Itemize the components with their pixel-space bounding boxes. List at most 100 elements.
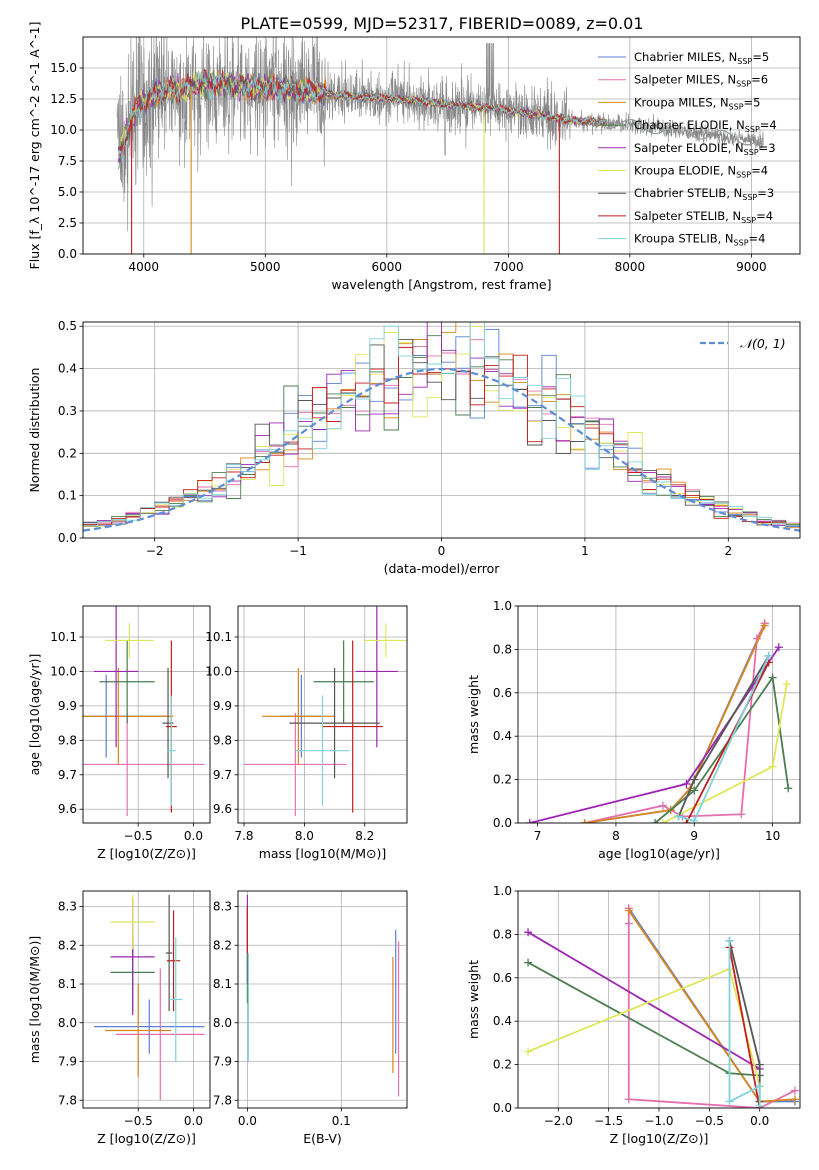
axes-frame: [82, 605, 211, 824]
x-tick-label: −2.0: [544, 1114, 573, 1128]
y-tick-label: 9.6: [213, 802, 232, 816]
weight-marker: [624, 906, 633, 915]
y-tick-label: 7.8: [58, 1093, 77, 1107]
plot-area: [83, 891, 210, 1108]
weight-marker: [658, 801, 667, 810]
y-tick-label: 9.7: [213, 768, 232, 782]
error-bar-point: [322, 640, 383, 813]
legend-count: =6: [751, 73, 768, 87]
x-tick-label: 4000: [128, 260, 159, 274]
figure-title: PLATE=0599, MJD=52317, FIBERID=0089, z=0…: [240, 14, 643, 33]
x-tick-label: −0.5: [124, 1114, 153, 1128]
y-tick-label: 0.8: [493, 642, 512, 656]
y-tick-label: 9.7: [58, 768, 77, 782]
legend-label: Salpeter ELODIE, NSSP=3: [634, 141, 776, 157]
error-bar-point: [83, 668, 174, 765]
error-bar-point: [244, 712, 347, 817]
y-tick-label: 0.0: [493, 816, 512, 830]
legend-subscript: SSP: [745, 125, 760, 134]
legend-count: =4: [751, 164, 768, 178]
x-axis-label: mass [log10(M/M⊙)]: [259, 846, 387, 861]
axes: 0.0 0.1 7.8 7.9 8.0 8.1 8.2 8.3: [213, 900, 351, 1129]
legend-label: Kroupa STELIB, NSSP=4: [634, 232, 765, 248]
residual-legend: 𝒩(0, 1): [700, 336, 786, 351]
panel-weight-vs-age: 7 8 9 10 0.0 0.2 0.4 0.6 0.8 1.0 age [log10(age/yr…: [466, 599, 801, 861]
weight-marker: [674, 812, 683, 821]
panel-age-vs-mass: 7.8 8.0 8.2 9.6 9.7 9.8 9.9 10.0 10.1 mass [log10…: [205, 605, 408, 861]
legend-count: =4: [749, 232, 766, 246]
error-bar-point: [165, 894, 173, 1012]
axes: −0.5 0.0 9.6 9.7 9.8 9.9 10.0 10.1: [50, 630, 203, 843]
weight-marker: [580, 819, 589, 823]
y-tick-label: 0.2: [493, 773, 512, 787]
x-tick-label: 0.0: [184, 1114, 203, 1128]
y-tick-label: 0.2: [493, 1058, 512, 1072]
legend-subscript: SSP: [734, 239, 749, 248]
y-tick-label: 0.1: [58, 489, 77, 503]
y-tick-label: 8.2: [213, 938, 232, 952]
y-tick-label: 8.3: [58, 900, 77, 914]
y-tick-label: 8.1: [213, 977, 232, 991]
weight-marker: [525, 819, 534, 823]
axes-frame: [517, 890, 801, 1109]
axes-frame: [517, 605, 801, 824]
legend-label: Chabrier ELODIE, NSSP=4: [634, 118, 777, 134]
legend-subscript: SSP: [736, 80, 751, 89]
weight-marker: [651, 819, 660, 823]
weight-marker: [690, 786, 699, 795]
y-tick-label: 0.4: [493, 1014, 512, 1028]
y-tick-label: 1.0: [493, 599, 512, 613]
y-tick-label: 0.0: [493, 1101, 512, 1115]
y-tick-label: 9.8: [213, 733, 232, 747]
y-tick-label: 7.9: [58, 1055, 77, 1069]
legend-count: =4: [756, 209, 773, 223]
axes-frame: [82, 36, 801, 255]
y-tick-label: 10.1: [50, 630, 77, 644]
y-tick-label: 0.0: [58, 247, 77, 261]
weight-marker: [624, 1095, 633, 1104]
error-bar-point: [105, 623, 154, 658]
error-bar-point: [99, 640, 155, 724]
x-tick-label: 8000: [615, 260, 646, 274]
x-tick-label: 8: [612, 829, 620, 843]
y-axis-label: mass weight: [466, 960, 481, 1039]
x-tick-label: 10: [765, 829, 780, 843]
y-tick-label: 7.8: [213, 1093, 232, 1107]
plot-area: [83, 37, 800, 254]
weight-series-line: [685, 661, 770, 823]
y-tick-label: 7.9: [213, 1055, 232, 1069]
x-axis-label: E(B-V): [303, 1131, 342, 1146]
x-tick-label: −1: [289, 544, 307, 558]
y-tick-label: 9.9: [213, 699, 232, 713]
weight-series-line: [728, 947, 761, 1108]
legend-label: Salpeter STELIB, NSSP=4: [634, 209, 773, 225]
weight-series-line: [627, 908, 796, 1108]
x-axis-label: Z [log10(Z/Z⊙)]: [610, 1131, 709, 1146]
axes: 7.8 8.0 8.2 9.6 9.7 9.8 9.9 10.0 10.1: [205, 630, 374, 843]
axes: −2.0 −1.5 −1.0 −0.5 0.0 0.0 0.2 0.4 0.6 0.8 1.0: [493, 884, 769, 1128]
model-spectrum-line: [117, 71, 764, 161]
y-tick-label: 9.6: [58, 802, 77, 816]
data-spectrum-line: [116, 37, 764, 232]
x-tick-label: 0.0: [750, 1114, 769, 1128]
weight-marker: [760, 621, 769, 630]
weight-marker: [524, 1047, 533, 1056]
error-bar-point: [94, 999, 205, 1054]
error-bar-point: [105, 984, 172, 1077]
legend-subscript: SSP: [729, 102, 744, 111]
x-tick-label: 0: [438, 544, 446, 558]
y-tick-label: 10.0: [50, 664, 77, 678]
x-tick-label: 5000: [250, 260, 281, 274]
panel-age-vs-Z: −0.5 0.0 9.6 9.7 9.8 9.9 10.0 10.1 Z [log10(Z/Z⊙…: [27, 605, 211, 861]
y-tick-label: 0.6: [493, 686, 512, 700]
legend-label: Kroupa ELODIE, NSSP=4: [634, 164, 768, 180]
y-axis-label: Flux [f_λ 10^-17 erg cm^-2 s^-1 A^-1]: [27, 22, 42, 270]
y-tick-label: 9.8: [58, 733, 77, 747]
error-bar-point: [289, 668, 380, 779]
weight-marker: [755, 1101, 764, 1108]
weight-marker: [790, 1095, 799, 1104]
x-tick-label: −0.5: [124, 829, 153, 843]
error-bar-point: [166, 910, 181, 1012]
grid: [238, 891, 407, 1108]
x-tick-label: 7.8: [234, 829, 253, 843]
